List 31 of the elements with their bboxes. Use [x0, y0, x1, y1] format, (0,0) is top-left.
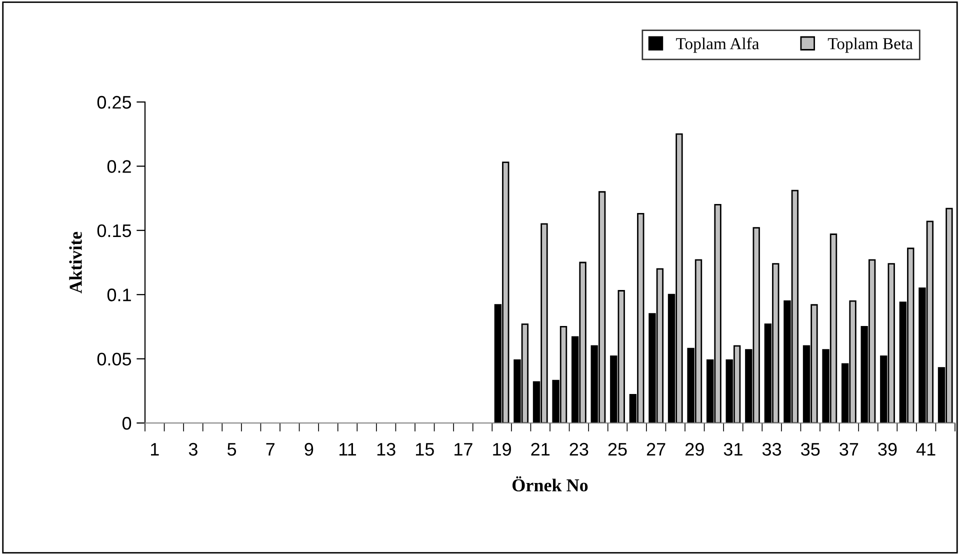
x-tick-label: 9	[304, 442, 314, 456]
x-axis-title: Örnek No	[512, 476, 588, 492]
x-tick-label: 35	[801, 442, 820, 456]
x-tick-label: 41	[916, 443, 936, 456]
y-tick-label: 0.2	[107, 160, 131, 173]
y-tick-label: 0.25	[97, 96, 132, 109]
x-tick-label: 1	[151, 443, 159, 456]
y-tick-label: 0	[122, 416, 132, 430]
x-tick-label: 7	[266, 443, 274, 456]
x-tick-label: 11	[340, 443, 356, 456]
x-tick-label: 31	[724, 442, 742, 456]
x-tick-label: 13	[377, 442, 396, 456]
y-axis-title: Aktivite	[69, 232, 82, 294]
x-tick-label: 21	[531, 442, 550, 456]
x-tick-label: 23	[570, 442, 588, 456]
x-tick-label: 15	[416, 443, 434, 456]
x-tick-label: 25	[608, 442, 627, 456]
legend-label: Toplam Beta	[828, 38, 913, 53]
x-tick-label: 5	[227, 443, 236, 456]
x-tick-label: 39	[878, 442, 897, 456]
y-tick-label: 0.1	[107, 288, 131, 302]
x-tick-label: 19	[493, 442, 511, 456]
y-tick-label: 0.15	[97, 224, 132, 238]
x-tick-label: 3	[188, 442, 198, 456]
y-tick-label: 0.05	[97, 352, 132, 366]
x-tick-label: 37	[840, 442, 858, 456]
x-tick-label: 33	[762, 442, 782, 456]
x-tick-label: 17	[454, 443, 472, 456]
legend-label: Toplam Alfa	[676, 37, 760, 53]
x-tick-label: 29	[686, 442, 704, 456]
x-tick-label: 27	[646, 442, 666, 456]
